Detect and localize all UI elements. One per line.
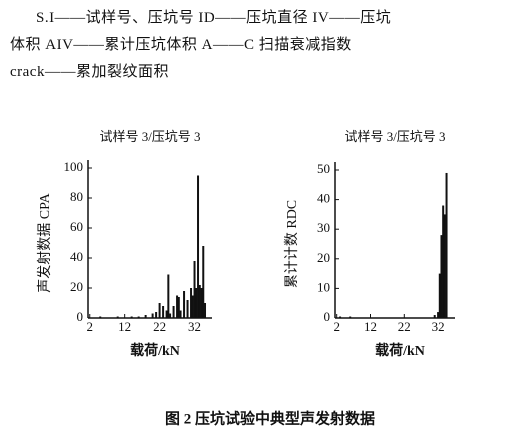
x-axis-label: 载荷/kN: [130, 342, 180, 359]
chart-title: 试样号 3/压坑号 3: [99, 129, 200, 144]
y-tick-label: 10: [317, 279, 330, 294]
y-tick-label: 100: [64, 159, 84, 174]
bar: [151, 313, 154, 318]
text-line: S.I——试样号、压坑号 ID——压坑直径 IV——压坑: [36, 10, 392, 26]
bar: [200, 288, 203, 318]
bar: [99, 316, 102, 318]
bar: [443, 214, 446, 318]
bar: [172, 306, 175, 318]
bar: [169, 313, 172, 318]
bar: [155, 312, 158, 318]
bar: [445, 172, 448, 318]
caption: 图 2 压坑试验中典型声发射数据: [165, 409, 375, 427]
bar: [191, 295, 194, 318]
y-tick-label: 40: [70, 249, 83, 264]
bar: [433, 315, 436, 318]
y-tick-label: 60: [70, 219, 83, 234]
x-tick-label: 32: [188, 319, 201, 334]
bar: [190, 288, 193, 318]
y-tick-label: 20: [317, 250, 330, 265]
bar: [162, 306, 165, 318]
bar: [202, 246, 205, 318]
bar: [442, 205, 445, 318]
bar: [349, 316, 352, 318]
x-tick-label: 12: [364, 319, 377, 334]
text-line: 体积 AIV——累计压坑体积 A——C 扫描衰减指数: [10, 37, 352, 53]
chart-title: 试样号 3/压坑号 3: [344, 129, 445, 144]
bar: [339, 316, 342, 318]
bar: [183, 291, 186, 318]
bar: [165, 310, 168, 318]
x-tick-label: 32: [432, 319, 445, 334]
bar: [144, 315, 147, 318]
y-tick-label: 30: [317, 220, 330, 235]
bar: [177, 297, 180, 318]
bar: [438, 273, 441, 318]
bar: [130, 316, 133, 318]
y-tick-label: 40: [317, 191, 330, 206]
bar: [437, 312, 440, 318]
bar: [440, 235, 443, 318]
x-tick-label: 22: [153, 319, 166, 334]
bar: [179, 310, 182, 318]
bar: [186, 300, 189, 318]
y-tick-label: 0: [324, 309, 331, 324]
y-axis-label: 累计计数 RDC: [284, 200, 300, 288]
bar: [195, 288, 198, 318]
bar: [193, 261, 196, 318]
bar: [137, 316, 140, 318]
y-axis-label: 声发射数据 CPA: [37, 192, 53, 292]
y-tick-label: 20: [70, 279, 83, 294]
x-tick-label: 22: [398, 319, 411, 334]
bar: [204, 303, 207, 318]
y-tick-label: 80: [70, 189, 83, 204]
bar: [176, 295, 179, 318]
bar: [197, 175, 200, 318]
x-tick-label: 2: [86, 319, 93, 334]
y-tick-label: 0: [77, 309, 84, 324]
x-tick-label: 12: [118, 319, 131, 334]
bar: [116, 316, 119, 318]
bar: [158, 303, 161, 318]
x-tick-label: 2: [333, 319, 340, 334]
bar: [198, 285, 201, 318]
text-line: crack——累加裂纹面积: [10, 64, 169, 80]
bar: [167, 274, 170, 318]
x-axis-label: 载荷/kN: [375, 342, 425, 359]
y-tick-label: 50: [317, 161, 330, 176]
